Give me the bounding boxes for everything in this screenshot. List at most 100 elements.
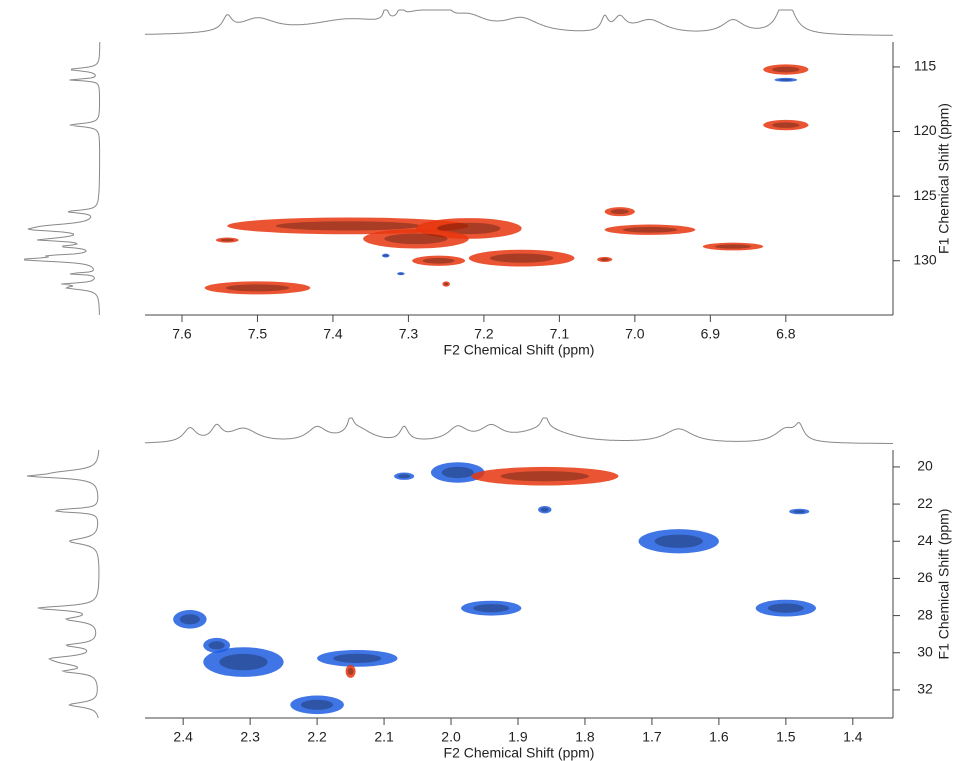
peak bbox=[345, 664, 356, 678]
peak-core bbox=[383, 254, 389, 257]
peak bbox=[204, 281, 311, 295]
peak-core bbox=[333, 653, 382, 663]
peak bbox=[763, 64, 809, 75]
x-axis-label: F2 Chemical Shift (ppm) bbox=[444, 745, 595, 761]
x-axis-label: F2 Chemical Shift (ppm) bbox=[444, 342, 595, 358]
x-tick-label: 1.4 bbox=[843, 729, 863, 745]
peak-core bbox=[473, 604, 510, 613]
y-tick-label: 24 bbox=[917, 532, 933, 548]
peak-core bbox=[767, 603, 804, 613]
y-axis-label: F1 Chemical Shift (ppm) bbox=[936, 103, 952, 254]
peak-core bbox=[443, 282, 449, 286]
y-tick-label: 130 bbox=[913, 251, 937, 267]
peak bbox=[604, 224, 696, 235]
peak bbox=[203, 637, 231, 653]
top-projection bbox=[144, 417, 893, 444]
peak-core bbox=[208, 641, 225, 650]
peak-core bbox=[179, 614, 200, 625]
peak-core bbox=[301, 699, 334, 710]
y-tick-label: 28 bbox=[917, 606, 933, 622]
peak bbox=[412, 255, 466, 266]
left-projection bbox=[24, 42, 101, 315]
peak bbox=[638, 529, 719, 554]
peak bbox=[763, 119, 809, 131]
y-tick-label: 125 bbox=[913, 187, 937, 203]
peak bbox=[604, 207, 635, 217]
peak-core bbox=[347, 667, 354, 675]
x-tick-label: 2.1 bbox=[374, 729, 394, 745]
peak-core bbox=[772, 122, 800, 128]
peak bbox=[468, 249, 575, 267]
peak bbox=[215, 237, 239, 243]
y-tick-label: 115 bbox=[914, 58, 937, 74]
x-tick-label: 7.1 bbox=[550, 326, 570, 342]
peak bbox=[461, 600, 522, 616]
y-axis-label: F1 Chemical Shift (ppm) bbox=[936, 509, 952, 660]
x-tick-label: 2.0 bbox=[441, 729, 461, 745]
y-tick-label: 22 bbox=[917, 495, 933, 511]
peak-core bbox=[422, 257, 455, 264]
peak bbox=[471, 466, 619, 486]
x-tick-label: 1.9 bbox=[508, 729, 528, 745]
peak bbox=[317, 649, 398, 667]
y-tick-label: 120 bbox=[913, 122, 937, 138]
peak-core bbox=[225, 284, 290, 292]
x-tick-label: 2.3 bbox=[240, 729, 260, 745]
peak-core bbox=[610, 209, 629, 215]
x-tick-label: 1.6 bbox=[709, 729, 729, 745]
x-tick-label: 7.6 bbox=[172, 326, 192, 342]
peak bbox=[382, 253, 390, 258]
peak-core bbox=[793, 509, 806, 514]
peak bbox=[789, 508, 810, 515]
x-tick-label: 6.9 bbox=[701, 326, 721, 342]
peak-core bbox=[384, 233, 448, 245]
peak bbox=[363, 229, 469, 249]
x-tick-label: 7.3 bbox=[399, 326, 419, 342]
top-projection bbox=[144, 9, 893, 36]
peak bbox=[702, 242, 764, 251]
peak-core bbox=[437, 222, 501, 235]
peak-core bbox=[540, 507, 549, 512]
peak-core bbox=[600, 258, 610, 261]
peak-core bbox=[398, 272, 404, 275]
peak bbox=[538, 505, 552, 514]
x-tick-label: 7.4 bbox=[323, 326, 343, 342]
peak-core bbox=[714, 244, 752, 249]
peak bbox=[203, 647, 284, 677]
y-tick-label: 32 bbox=[917, 681, 933, 697]
x-tick-label: 1.5 bbox=[776, 729, 796, 745]
y-tick-label: 30 bbox=[917, 643, 933, 659]
peak-core bbox=[622, 226, 678, 233]
peak-core bbox=[220, 238, 235, 242]
x-tick-label: 1.8 bbox=[575, 729, 595, 745]
peak-core bbox=[441, 466, 474, 479]
peak bbox=[597, 256, 613, 263]
left-projection bbox=[26, 449, 100, 719]
peak bbox=[755, 599, 816, 617]
peak-core bbox=[219, 653, 268, 671]
peak-core bbox=[654, 534, 703, 548]
peak-core bbox=[398, 474, 411, 479]
peak bbox=[397, 272, 405, 276]
y-tick-label: 20 bbox=[917, 458, 933, 474]
x-tick-label: 7.0 bbox=[625, 326, 645, 342]
peak bbox=[173, 610, 207, 629]
peak-core bbox=[772, 66, 800, 73]
peak bbox=[394, 472, 415, 480]
peak bbox=[774, 77, 798, 82]
peak bbox=[290, 695, 344, 715]
y-tick-label: 26 bbox=[917, 569, 933, 585]
x-tick-label: 2.4 bbox=[173, 729, 193, 745]
peak bbox=[442, 281, 450, 287]
x-tick-label: 2.2 bbox=[307, 729, 327, 745]
peak-core bbox=[779, 78, 793, 81]
peak bbox=[430, 462, 485, 483]
peak-core bbox=[489, 253, 554, 263]
x-tick-label: 7.2 bbox=[474, 326, 494, 342]
x-tick-label: 6.8 bbox=[776, 326, 796, 342]
peak-core bbox=[275, 221, 421, 231]
x-tick-label: 7.5 bbox=[248, 326, 268, 342]
peak-core bbox=[500, 471, 589, 482]
x-tick-label: 1.7 bbox=[642, 729, 662, 745]
